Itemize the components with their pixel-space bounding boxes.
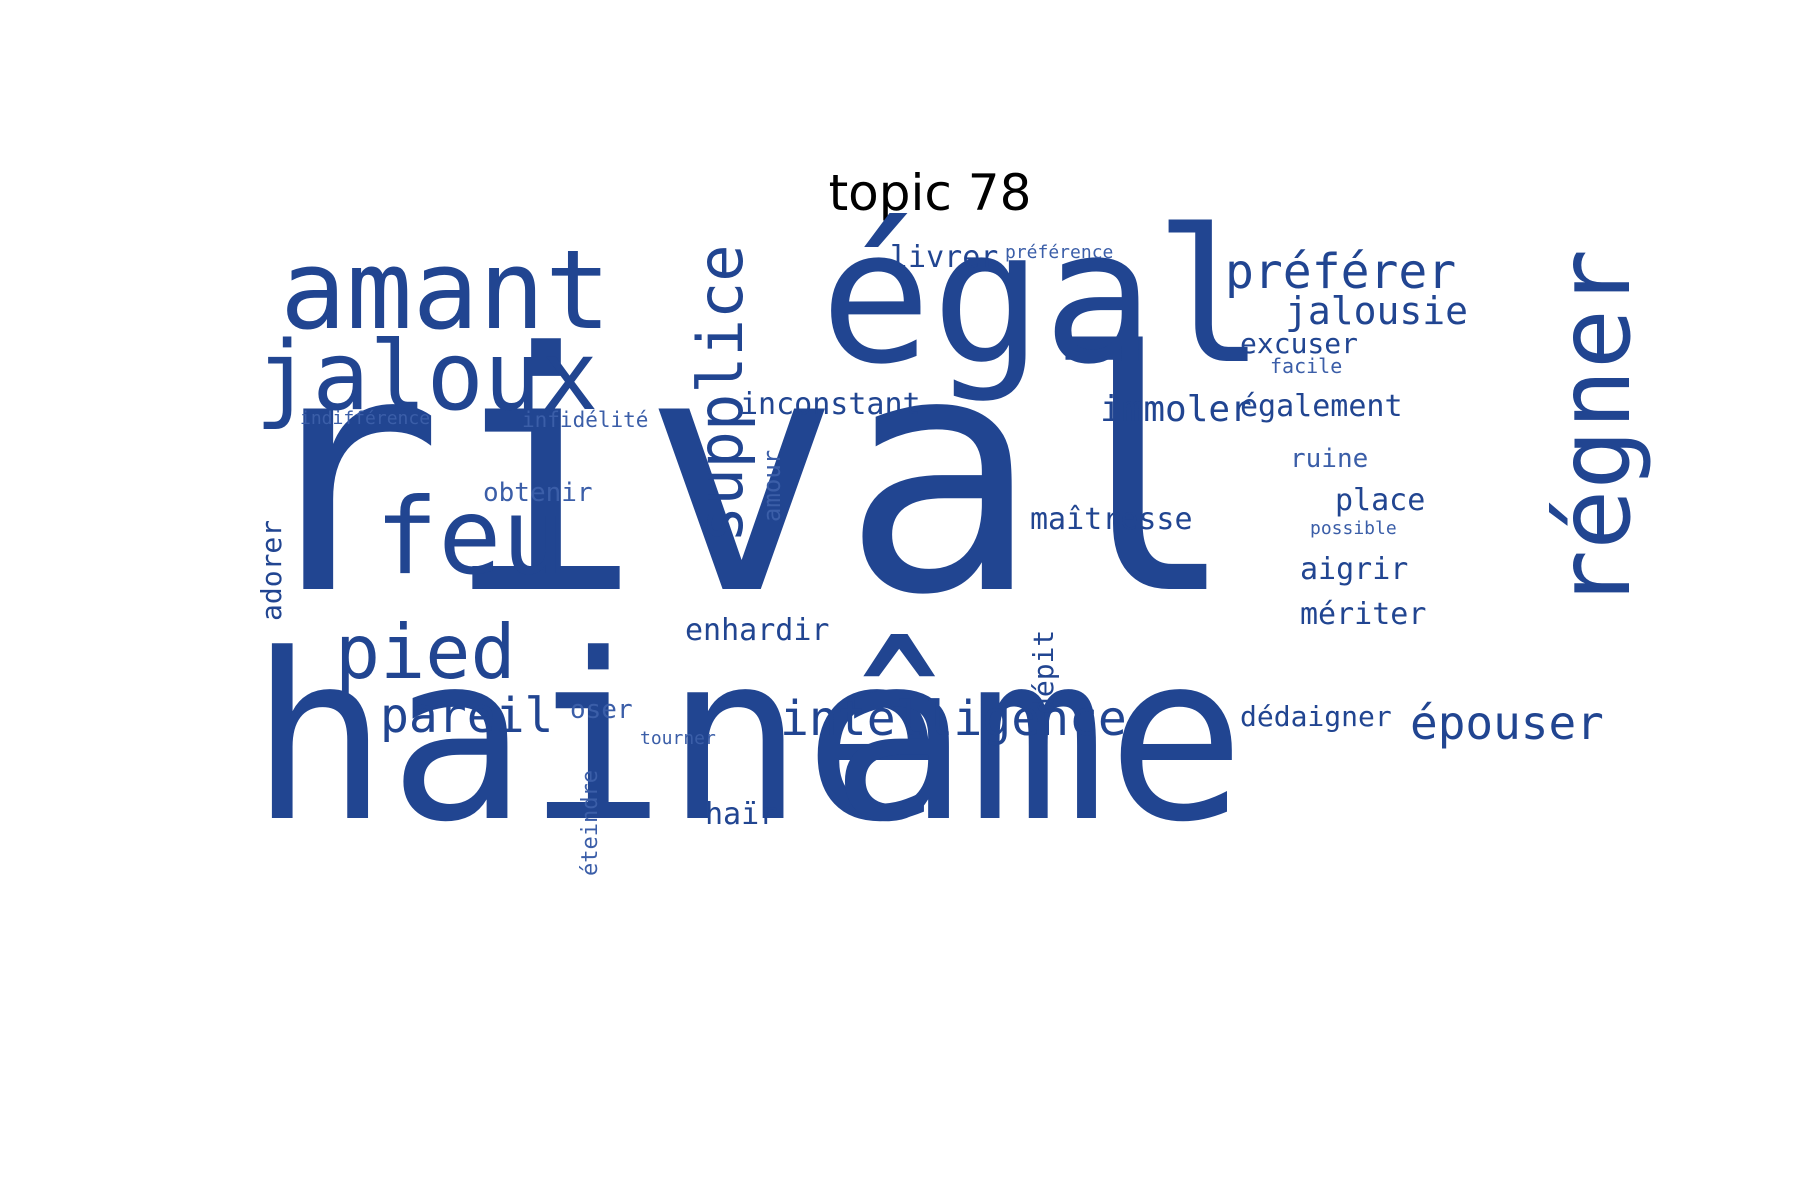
word-epouser: épouser — [1410, 696, 1604, 750]
word-ruine: ruine — [1290, 444, 1369, 474]
word-tourner: tourner — [640, 728, 716, 749]
word-pareil: pareil — [380, 688, 554, 744]
word-haine: haine — [250, 606, 943, 873]
word-hair: haïr — [705, 797, 778, 832]
word-livrer: livrer — [890, 240, 999, 275]
word-indifference: indifférence — [300, 408, 431, 429]
word-pied: pied — [335, 608, 516, 696]
word-amour: amour — [758, 449, 786, 522]
word-preferer: préférer — [1225, 244, 1457, 300]
word-oser: oser — [570, 695, 633, 725]
word-possible: possible — [1310, 518, 1397, 539]
word-ame: âme — [830, 606, 1246, 873]
word-dedaigner: dédaigner — [1240, 700, 1392, 733]
word-regner: régner — [1536, 248, 1653, 610]
word-rival: rival — [245, 283, 1239, 667]
word-egalement: également — [1240, 389, 1403, 424]
word-egal: égal — [820, 189, 1266, 405]
word-excuser: excuser — [1240, 327, 1359, 360]
word-obtenir: obtenir — [483, 478, 593, 508]
word-infidelite: infidélité — [522, 408, 649, 432]
word-feu: feu — [375, 476, 565, 598]
word-adorer: adorer — [255, 519, 288, 621]
word-meriter: mériter — [1300, 597, 1427, 632]
word-inconstant: inconstant — [740, 387, 921, 422]
word-aigrir: aigrir — [1300, 552, 1409, 587]
word-maitresse: maîtresse — [1030, 502, 1193, 537]
word-place: place — [1335, 483, 1426, 518]
word-eteindre: éteindre — [578, 769, 603, 876]
figure-title: topic 78 — [828, 164, 1032, 222]
word-enhardir: enhardir — [685, 613, 830, 648]
word-jalousie: jalousie — [1285, 289, 1469, 333]
word-depit: dépit — [1027, 629, 1060, 714]
word-facile: facile — [1270, 354, 1343, 378]
word-amant: amant — [280, 226, 612, 354]
word-jaloux: jaloux — [255, 322, 599, 432]
word-preference: préférence — [1005, 242, 1114, 263]
word-immoler: immoler — [1100, 389, 1252, 430]
word-intelligence: intelligence — [780, 691, 1127, 747]
